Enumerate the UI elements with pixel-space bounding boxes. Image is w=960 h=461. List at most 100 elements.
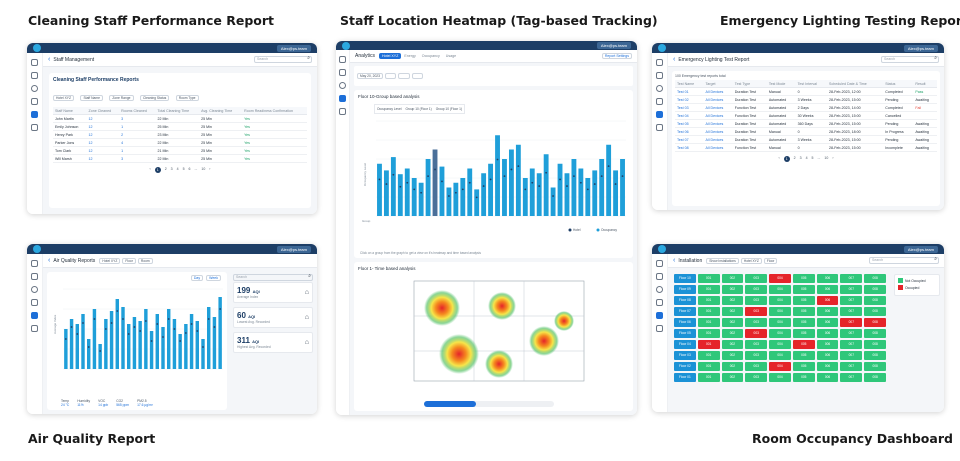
report-icon[interactable] [656, 111, 663, 118]
aqi-bar[interactable] [104, 319, 108, 369]
room-cell[interactable]: 006 [816, 296, 839, 305]
aqi-bar[interactable] [201, 339, 205, 369]
page-button[interactable]: 5 [182, 167, 185, 171]
page-button[interactable]: 2 [164, 167, 167, 171]
megaphone-icon[interactable] [339, 69, 346, 76]
room-cell[interactable]: 001 [697, 373, 720, 382]
page-button[interactable]: 1 [783, 156, 790, 162]
home-icon[interactable] [31, 260, 38, 267]
room-cell[interactable]: 005 [792, 274, 815, 283]
user-button[interactable]: Alex@ps.team [596, 42, 631, 49]
occupancy-bar-chart[interactable]: Occupancy Level Group Hotel Occupancy [360, 116, 632, 246]
aqi-bar[interactable] [138, 321, 142, 369]
chart-icon[interactable] [656, 299, 663, 306]
aqi-bar[interactable] [75, 324, 79, 369]
room-cell[interactable]: 004 [769, 340, 791, 349]
aqi-bar[interactable] [155, 314, 159, 369]
aqi-bar[interactable] [212, 317, 217, 369]
toggle-week[interactable]: Week [206, 275, 221, 281]
table-row[interactable]: Test 06 All Devices Duration Test Manual 0 28… [675, 127, 937, 136]
page-button[interactable]: 2 [793, 156, 796, 160]
back-button[interactable]: ‹ [48, 56, 51, 63]
aqi-bar[interactable] [109, 311, 114, 369]
table-row[interactable]: Will Marsh 12 3 22 Min 25 Min Yes [53, 154, 307, 163]
room-cell[interactable]: 002 [721, 307, 744, 316]
room-cell[interactable]: 005 [792, 285, 815, 294]
table-row[interactable]: Test 02 All Devices Duration Test Automated… [675, 95, 937, 104]
chart-icon[interactable] [31, 299, 38, 306]
room-cell[interactable]: 008 [864, 340, 886, 349]
group-bar[interactable] [439, 166, 445, 216]
aqi-bar[interactable] [121, 307, 125, 369]
room-cell[interactable]: 005 [792, 362, 815, 371]
user-button[interactable]: Alex@ps.team [276, 44, 311, 52]
building-icon[interactable] [31, 124, 38, 131]
room-cell[interactable]: 002 [721, 296, 744, 305]
search-input[interactable]: Search [881, 56, 939, 63]
room-cell[interactable]: 003 [745, 274, 768, 283]
clock-icon[interactable] [31, 286, 38, 293]
filter-floor[interactable]: Floor [122, 257, 136, 264]
room-cell[interactable]: 001 [697, 362, 720, 371]
prev-page-button[interactable]: ‹ [149, 167, 151, 171]
user-button[interactable]: Alex@ps.team [276, 245, 311, 253]
room-cell[interactable]: 004 [769, 373, 791, 382]
page-button[interactable]: 4 [176, 167, 179, 171]
filter-pill[interactable] [411, 73, 424, 79]
aqi-bar[interactable] [69, 319, 74, 369]
table-row[interactable]: Emily Johnson 12 1 25 Min 25 Min Yes [53, 122, 307, 131]
group-bar[interactable] [377, 163, 382, 216]
group-bar[interactable] [508, 149, 514, 217]
megaphone-icon[interactable] [656, 72, 663, 79]
group-bar[interactable] [613, 170, 619, 216]
room-cell[interactable]: 005 [792, 329, 815, 338]
group-bar[interactable] [390, 157, 396, 216]
room-cell[interactable]: 007 [840, 296, 863, 305]
timeline-slider[interactable] [424, 401, 554, 407]
table-row[interactable]: Test 08 All Devices Function Test Manual 0 28… [675, 143, 937, 152]
building-icon[interactable] [31, 325, 38, 332]
floor-label[interactable]: Floor 07 [674, 307, 696, 316]
table-row[interactable]: Test 07 All Devices Duration Test Automated… [675, 135, 937, 144]
user-button[interactable]: Alex@ps.team [903, 245, 938, 253]
page-button[interactable]: 3 [170, 167, 173, 171]
room-cell[interactable]: 007 [840, 307, 863, 316]
group-bar[interactable] [418, 182, 424, 216]
room-cell[interactable]: 008 [864, 362, 886, 371]
room-cell[interactable]: 004 [769, 318, 791, 327]
group-bar[interactable] [578, 168, 584, 217]
filter-room-type[interactable]: Room Type [175, 95, 199, 101]
room-cell[interactable]: 006 [816, 340, 839, 349]
aqi-bar[interactable] [195, 321, 199, 369]
group-bar[interactable] [495, 135, 500, 216]
report-settings-button[interactable]: Report Settings [601, 53, 632, 59]
page-button[interactable]: 4 [805, 156, 808, 160]
group-bar[interactable] [620, 159, 625, 216]
aqi-bar[interactable] [184, 324, 188, 369]
group-bar[interactable] [543, 154, 549, 216]
filter-pill[interactable] [384, 73, 397, 79]
aqi-bar[interactable] [87, 339, 91, 369]
page-button[interactable]: 6 [188, 167, 191, 171]
filter-room[interactable]: Room [137, 257, 153, 264]
tab-energy[interactable]: Energy [404, 54, 416, 58]
group-bar[interactable] [592, 170, 598, 216]
home-icon[interactable] [656, 59, 663, 66]
room-cell[interactable]: 004 [769, 296, 791, 305]
room-cell[interactable]: 006 [816, 307, 839, 316]
room-cell[interactable]: 005 [792, 373, 815, 382]
floor-label[interactable]: Floor 03 [674, 351, 696, 360]
table-row[interactable]: Henry Park 12 2 23 Min 25 Min Yes [53, 130, 307, 139]
aqi-bar[interactable] [92, 309, 97, 369]
table-row[interactable]: Test 04 All Devices Function Test Automated… [675, 111, 937, 120]
room-cell[interactable]: 001 [697, 329, 720, 338]
page-button[interactable]: 10 [201, 167, 206, 171]
group-bar[interactable] [571, 159, 577, 216]
room-cell[interactable]: 002 [721, 318, 744, 327]
group-bar[interactable] [411, 178, 417, 216]
table-row[interactable]: John Martin 12 3 22 Min 25 Min Yes [53, 114, 307, 123]
room-cell[interactable]: 006 [816, 373, 839, 382]
group-bar[interactable] [606, 144, 612, 216]
floor-label[interactable]: Floor 05 [674, 329, 696, 338]
room-cell[interactable]: 001 [697, 296, 720, 305]
